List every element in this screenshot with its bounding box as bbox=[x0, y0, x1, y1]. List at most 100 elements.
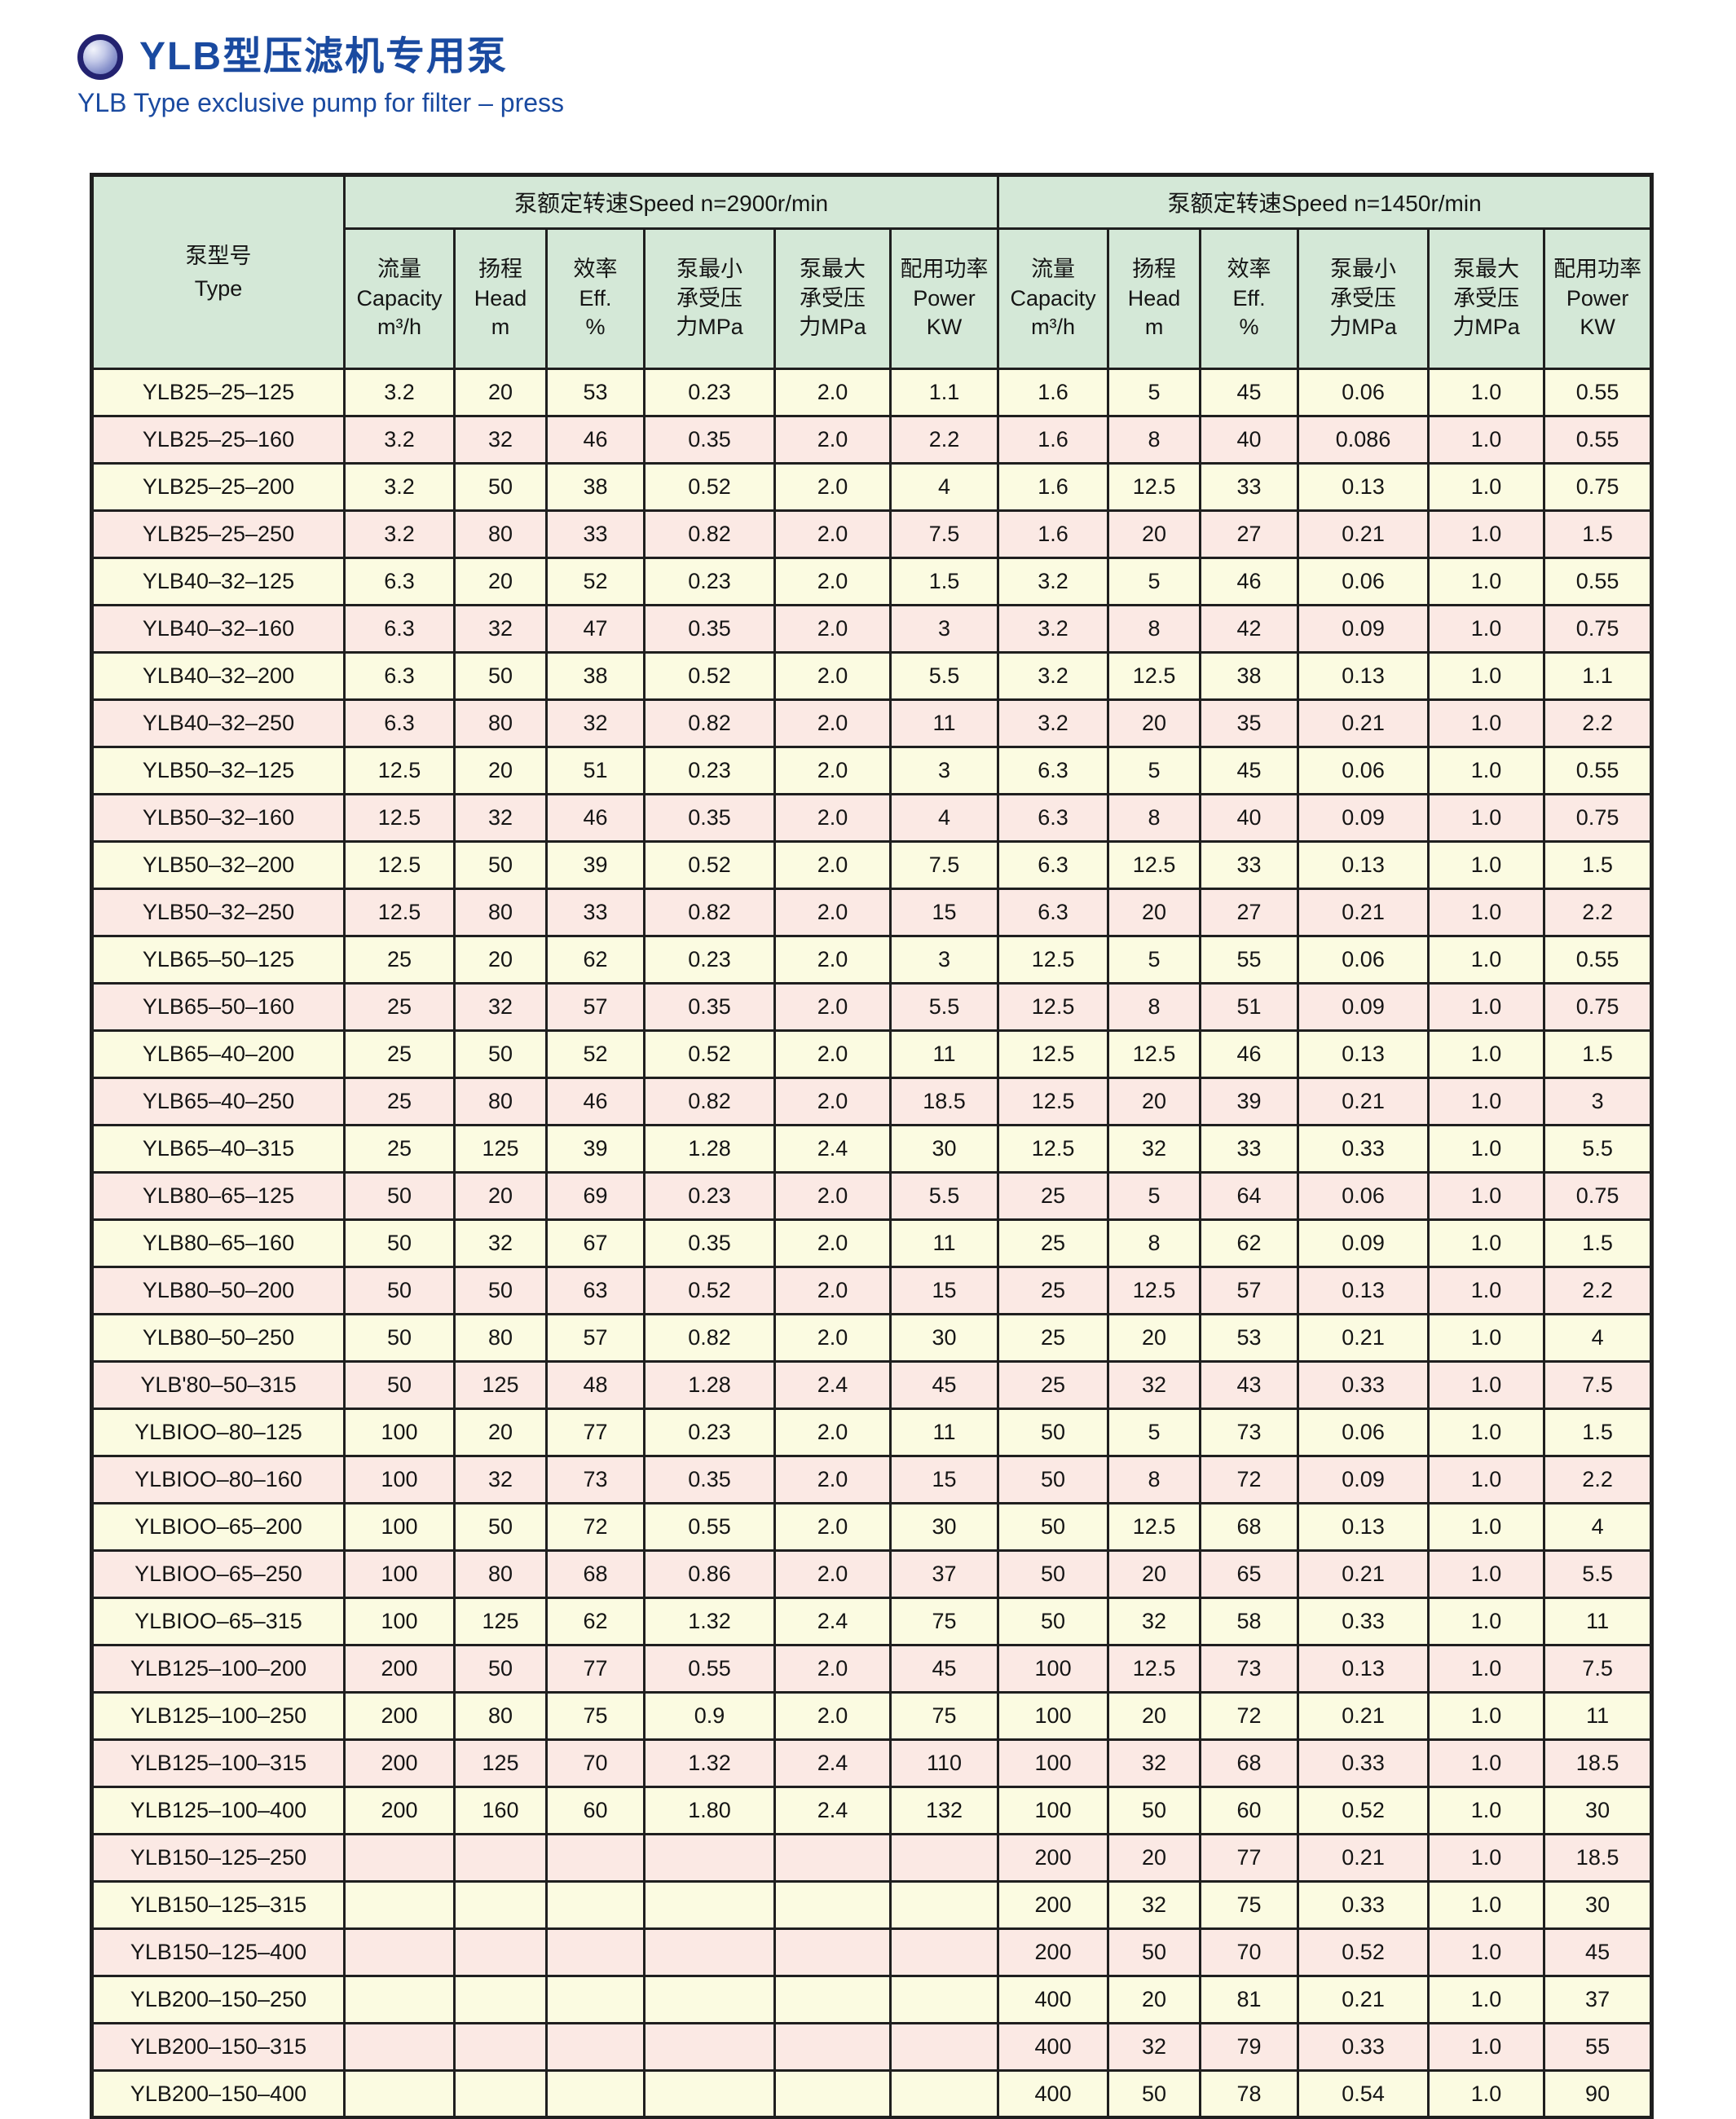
cell-head-1450: 50 bbox=[1107, 2069, 1202, 2119]
cell-min-pressure-1450: 0.21 bbox=[1297, 888, 1430, 937]
cell-efficiency-1450: 58 bbox=[1199, 1597, 1300, 1646]
cell-head-1450: 20 bbox=[1107, 1549, 1202, 1599]
cell-efficiency-2900: 69 bbox=[545, 1171, 645, 1221]
cell-head-2900: 20 bbox=[453, 557, 548, 606]
cell-capacity-1450: 6.3 bbox=[997, 888, 1110, 937]
cell-capacity-1450: 50 bbox=[997, 1455, 1110, 1504]
cell-power-1450: 1.5 bbox=[1543, 1218, 1654, 1268]
cell-max-pressure-1450: 1.0 bbox=[1427, 698, 1546, 748]
table-row: YLB80–50–200 50 50 63 0.52 2.0 15 25 12.5 57 0.13 1… bbox=[90, 1266, 1654, 1315]
cell-head-2900: 20 bbox=[453, 1408, 548, 1457]
pump-type-cell: YLB50–32–200 bbox=[90, 840, 346, 890]
cell-max-pressure-1450: 1.0 bbox=[1427, 1691, 1546, 1741]
cell-efficiency-2900: 32 bbox=[545, 698, 645, 748]
cell-max-pressure-2900: 2.0 bbox=[773, 698, 892, 748]
cell-efficiency-2900: 63 bbox=[545, 1266, 645, 1315]
table-row: YLB80–50–250 50 80 57 0.82 2.0 30 25 20 53 0.21 1.0… bbox=[90, 1313, 1654, 1363]
cell-efficiency-1450: 46 bbox=[1199, 1029, 1300, 1079]
cell-efficiency-2900: 72 bbox=[545, 1502, 645, 1552]
cell-head-2900: 50 bbox=[453, 1502, 548, 1552]
cell-efficiency-2900: 46 bbox=[545, 793, 645, 843]
cell-power-1450: 0.75 bbox=[1543, 604, 1654, 654]
cell-power-2900: 4 bbox=[888, 462, 1000, 512]
page-subtitle: YLB Type exclusive pump for filter – pre… bbox=[77, 88, 565, 117]
cell-min-pressure-1450: 0.06 bbox=[1297, 1408, 1430, 1457]
cell-capacity-1450: 12.5 bbox=[997, 982, 1110, 1032]
cell-head-2900: 50 bbox=[453, 840, 548, 890]
cell-max-pressure-1450: 1.0 bbox=[1427, 1266, 1546, 1315]
cell-min-pressure-1450: 0.33 bbox=[1297, 1880, 1430, 1930]
cell-max-pressure-2900: 2.0 bbox=[773, 935, 892, 985]
cell-head-1450: 50 bbox=[1107, 1927, 1202, 1977]
cell-efficiency-2900: 68 bbox=[545, 1549, 645, 1599]
cell-capacity-2900 bbox=[343, 2022, 456, 2072]
cell-head-1450: 8 bbox=[1107, 415, 1202, 465]
column-header-min-pressure-1450: 泵最小 承受压 力MPa bbox=[1297, 227, 1430, 370]
table-row: YLB25–25–125 3.2 20 53 0.23 2.0 1.1 1.6 5 45 0.06 1… bbox=[90, 368, 1654, 417]
column-header-head-1450: 扬程 Head m bbox=[1107, 227, 1202, 370]
cell-efficiency-1450: 78 bbox=[1199, 2069, 1300, 2119]
cell-max-pressure-1450: 1.0 bbox=[1427, 415, 1546, 465]
page-title: YLB型压滤机专用泵 bbox=[139, 35, 509, 78]
cell-efficiency-1450: 35 bbox=[1199, 698, 1300, 748]
cell-capacity-1450: 400 bbox=[997, 2022, 1110, 2072]
cell-head-1450: 20 bbox=[1107, 1313, 1202, 1363]
cell-efficiency-1450: 42 bbox=[1199, 604, 1300, 654]
cell-max-pressure-2900: 2.0 bbox=[773, 793, 892, 843]
cell-capacity-2900: 25 bbox=[343, 1029, 456, 1079]
cell-power-2900: 75 bbox=[888, 1597, 1000, 1646]
pump-type-cell: YLB65–40–250 bbox=[90, 1077, 346, 1126]
pump-type-cell: YLB125–100–400 bbox=[90, 1786, 346, 1835]
cell-efficiency-1450: 73 bbox=[1199, 1644, 1300, 1694]
cell-power-2900: 3 bbox=[888, 604, 1000, 654]
cell-efficiency-2900: 38 bbox=[545, 651, 645, 701]
cell-min-pressure-1450: 0.06 bbox=[1297, 557, 1430, 606]
cell-max-pressure-2900 bbox=[773, 2069, 892, 2119]
cell-efficiency-1450: 60 bbox=[1199, 1786, 1300, 1835]
cell-capacity-2900: 50 bbox=[343, 1266, 456, 1315]
cell-capacity-1450: 100 bbox=[997, 1644, 1110, 1694]
cell-efficiency-1450: 45 bbox=[1199, 368, 1300, 417]
cell-capacity-2900: 200 bbox=[343, 1738, 456, 1788]
cell-efficiency-1450: 43 bbox=[1199, 1360, 1300, 1410]
cell-efficiency-2900: 39 bbox=[545, 840, 645, 890]
cell-min-pressure-2900: 1.28 bbox=[643, 1124, 776, 1174]
pump-type-cell: YLB150–125–315 bbox=[90, 1880, 346, 1930]
cell-min-pressure-2900: 0.23 bbox=[643, 935, 776, 985]
table-row: YLBIOO–80–160 100 32 73 0.35 2.0 15 50 8 72 0.09 1.… bbox=[90, 1455, 1654, 1504]
cell-efficiency-1450: 65 bbox=[1199, 1549, 1300, 1599]
pump-type-cell: YLB40–32–250 bbox=[90, 698, 346, 748]
cell-capacity-1450: 25 bbox=[997, 1266, 1110, 1315]
cell-efficiency-1450: 33 bbox=[1199, 462, 1300, 512]
cell-capacity-2900: 12.5 bbox=[343, 888, 456, 937]
cell-min-pressure-1450: 0.33 bbox=[1297, 2022, 1430, 2072]
cell-min-pressure-2900 bbox=[643, 1927, 776, 1977]
cell-power-2900 bbox=[888, 1833, 1000, 1883]
cell-capacity-1450: 12.5 bbox=[997, 1124, 1110, 1174]
cell-capacity-2900: 3.2 bbox=[343, 509, 456, 559]
cell-efficiency-2900: 39 bbox=[545, 1124, 645, 1174]
cell-min-pressure-2900 bbox=[643, 2022, 776, 2072]
table-row: YLBIOO–65–200 100 50 72 0.55 2.0 30 50 12.5 68 0.1… bbox=[90, 1502, 1654, 1552]
cell-head-1450: 20 bbox=[1107, 1077, 1202, 1126]
pump-type-cell: YLB25–25–250 bbox=[90, 509, 346, 559]
pump-type-cell: YLBIOO–65–315 bbox=[90, 1597, 346, 1646]
cell-min-pressure-1450: 0.21 bbox=[1297, 509, 1430, 559]
table-row: YLB40–32–160 6.3 32 47 0.35 2.0 3 3.2 8 42 0.09 1.0… bbox=[90, 604, 1654, 654]
cell-min-pressure-2900: 0.82 bbox=[643, 888, 776, 937]
cell-min-pressure-2900 bbox=[643, 2069, 776, 2119]
cell-capacity-1450: 3.2 bbox=[997, 557, 1110, 606]
pump-type-cell: YLB80–50–200 bbox=[90, 1266, 346, 1315]
cell-efficiency-1450: 27 bbox=[1199, 509, 1300, 559]
cell-max-pressure-2900: 2.0 bbox=[773, 415, 892, 465]
cell-min-pressure-1450: 0.06 bbox=[1297, 935, 1430, 985]
column-header-power-2900: 配用功率 Power KW bbox=[888, 227, 1000, 370]
table-row: YLB200–150–315 400 32 79 0.33 1.0 55 bbox=[90, 2022, 1654, 2072]
cell-head-2900: 80 bbox=[453, 888, 548, 937]
pump-type-cell: YLB125–100–200 bbox=[90, 1644, 346, 1694]
cell-head-2900 bbox=[453, 1833, 548, 1883]
cell-min-pressure-2900: 0.82 bbox=[643, 698, 776, 748]
cell-head-1450: 32 bbox=[1107, 1360, 1202, 1410]
cell-capacity-1450: 400 bbox=[997, 1975, 1110, 2024]
cell-efficiency-1450: 51 bbox=[1199, 982, 1300, 1032]
